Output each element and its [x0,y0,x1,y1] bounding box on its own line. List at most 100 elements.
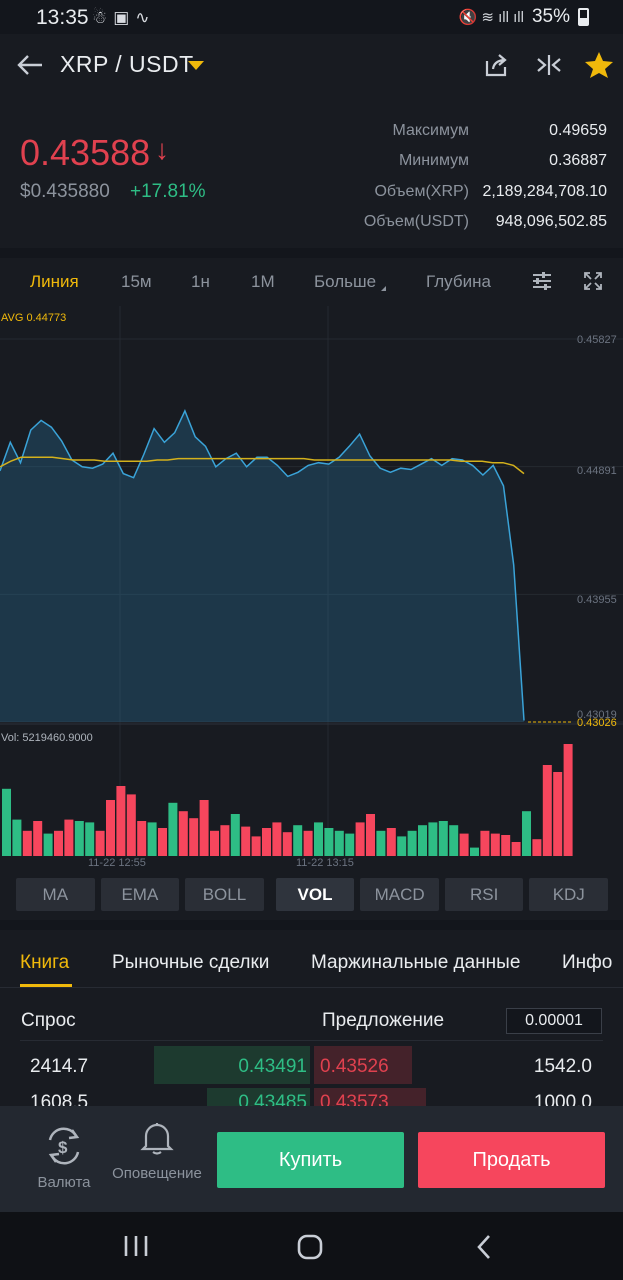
volume-bar [470,847,479,856]
volume-bar [522,811,531,856]
buy-button[interactable]: Купить [217,1132,404,1188]
home-icon[interactable] [296,1233,324,1261]
volume-bar [376,830,386,856]
action-bar: $ Валюта Оповещение Купить Продать [0,1106,623,1212]
volume-bar [282,832,292,856]
volume-bar [438,821,448,856]
more-caret-icon [381,286,386,291]
avg-line [0,456,525,475]
currency-label[interactable]: Валюта [37,1174,91,1191]
stat-value-low: 0.36887 [549,152,607,169]
volume-bar [293,825,303,856]
indicator-ma[interactable]: MA [16,878,95,911]
volume-bar [126,794,136,856]
settings-sliders-icon[interactable] [531,271,553,291]
volume-bar [189,818,199,856]
volume-bar [95,830,105,856]
volume-bar [532,839,542,856]
volume-bar [418,825,427,856]
compare-icon[interactable] [536,54,562,76]
volume-bar [334,830,344,856]
volume-bar [22,830,32,856]
indicator-macd[interactable]: MACD [360,878,439,911]
volume-bar [490,833,500,856]
chevron-down-icon[interactable] [188,61,204,70]
volume-bars [2,744,573,856]
tab-more[interactable]: Больше [314,272,377,291]
tab-15m[interactable]: 15м [121,272,152,291]
indicator-boll[interactable]: BOLL [185,878,264,911]
fullscreen-icon[interactable] [584,272,602,290]
volume-bar [459,833,469,856]
volume-bar [407,830,417,856]
bell-icon[interactable] [140,1120,174,1156]
volume-bar [324,828,334,856]
signal-icon: 🔇 ≋ ıll ıll [458,9,524,26]
stat-value-high: 0.49659 [549,122,607,139]
bid-price[interactable]: 0.43491 [238,1056,307,1077]
volume-bar [74,821,84,856]
x-tick-0: 11-22 12:55 [88,857,146,868]
stat-value-vol-xrp: 2,189,284,708.10 [482,183,607,200]
volume-bar [272,822,282,856]
volume-bar [480,830,490,856]
volume-bar [168,802,178,856]
back-icon[interactable] [474,1233,494,1261]
down-arrow-icon: ↓ [155,134,169,165]
stat-label-vol-usdt: Объем(USDT) [363,213,469,230]
y-tick-3: 0.43019 [577,709,617,721]
volume-bar [428,822,438,856]
volume-label: Vol: 5219460.9000 [1,732,93,744]
indicator-ema[interactable]: EMA [100,878,180,911]
volume-bar [386,828,396,856]
indicator-vol[interactable]: VOL [275,878,355,911]
volume-bar [64,819,74,856]
precision-select[interactable]: 0.00001 [506,1008,602,1034]
svg-text:$: $ [58,1138,68,1157]
volume-bar [314,822,323,856]
bid-depth-bar [154,1046,310,1084]
volume-bar [178,811,188,856]
volume-bar [137,821,147,856]
volume-bar [220,825,230,856]
price-chart[interactable]: AVG 0.44773 0.45827 0.44891 0.43955 0.43… [0,306,623,868]
tab-market-trades[interactable]: Рыночные сделки [112,952,270,973]
tab-book[interactable]: Книга [20,952,70,973]
fiat-price: $0.435880 [20,181,110,202]
volume-bar [345,833,355,856]
pair-selector[interactable]: XRP / USDT [60,51,194,77]
volume-bar [33,821,43,856]
volume-bar [501,835,511,856]
tab-1h[interactable]: 1н [191,272,210,291]
volume-bar [147,822,157,856]
x-tick-1: 11-22 13:15 [296,857,354,868]
price-line [0,409,525,721]
y-tick-2: 0.43955 [577,594,617,606]
sell-button[interactable]: Продать [418,1132,605,1188]
share-icon[interactable] [484,53,510,77]
back-arrow-icon[interactable] [16,53,44,77]
volume-bar [199,800,209,856]
tab-margin-data[interactable]: Маржинальные данные [311,952,521,973]
ask-price[interactable]: 0.43526 [320,1056,389,1077]
y-tick-0: 0.45827 [577,334,617,346]
indicator-kdj[interactable]: KDJ [529,878,609,911]
currency-exchange-icon[interactable]: $ [42,1126,86,1166]
avg-label: AVG 0.44773 [1,312,66,324]
battery-text: 35% [531,6,570,27]
tab-line[interactable]: Линия [30,272,79,291]
tab-1m[interactable]: 1М [251,272,275,291]
tab-info[interactable]: Инфо [562,952,613,973]
volume-bar [2,788,11,856]
indicator-rsi[interactable]: RSI [444,878,524,911]
alert-label[interactable]: Оповещение [112,1165,202,1182]
recent-apps-icon[interactable] [123,1234,149,1258]
volume-bar [210,830,219,856]
tab-depth[interactable]: Глубина [426,272,491,291]
status-time: 13:35 [36,6,89,29]
ask-depth-bar [314,1088,426,1110]
indicator-tabs: MA EMA BOLL VOL MACD RSI KDJ [16,878,609,914]
last-price-tag: 0.43026 [577,717,617,729]
star-icon[interactable] [584,51,614,79]
stat-label-high: Максимум [392,122,469,139]
